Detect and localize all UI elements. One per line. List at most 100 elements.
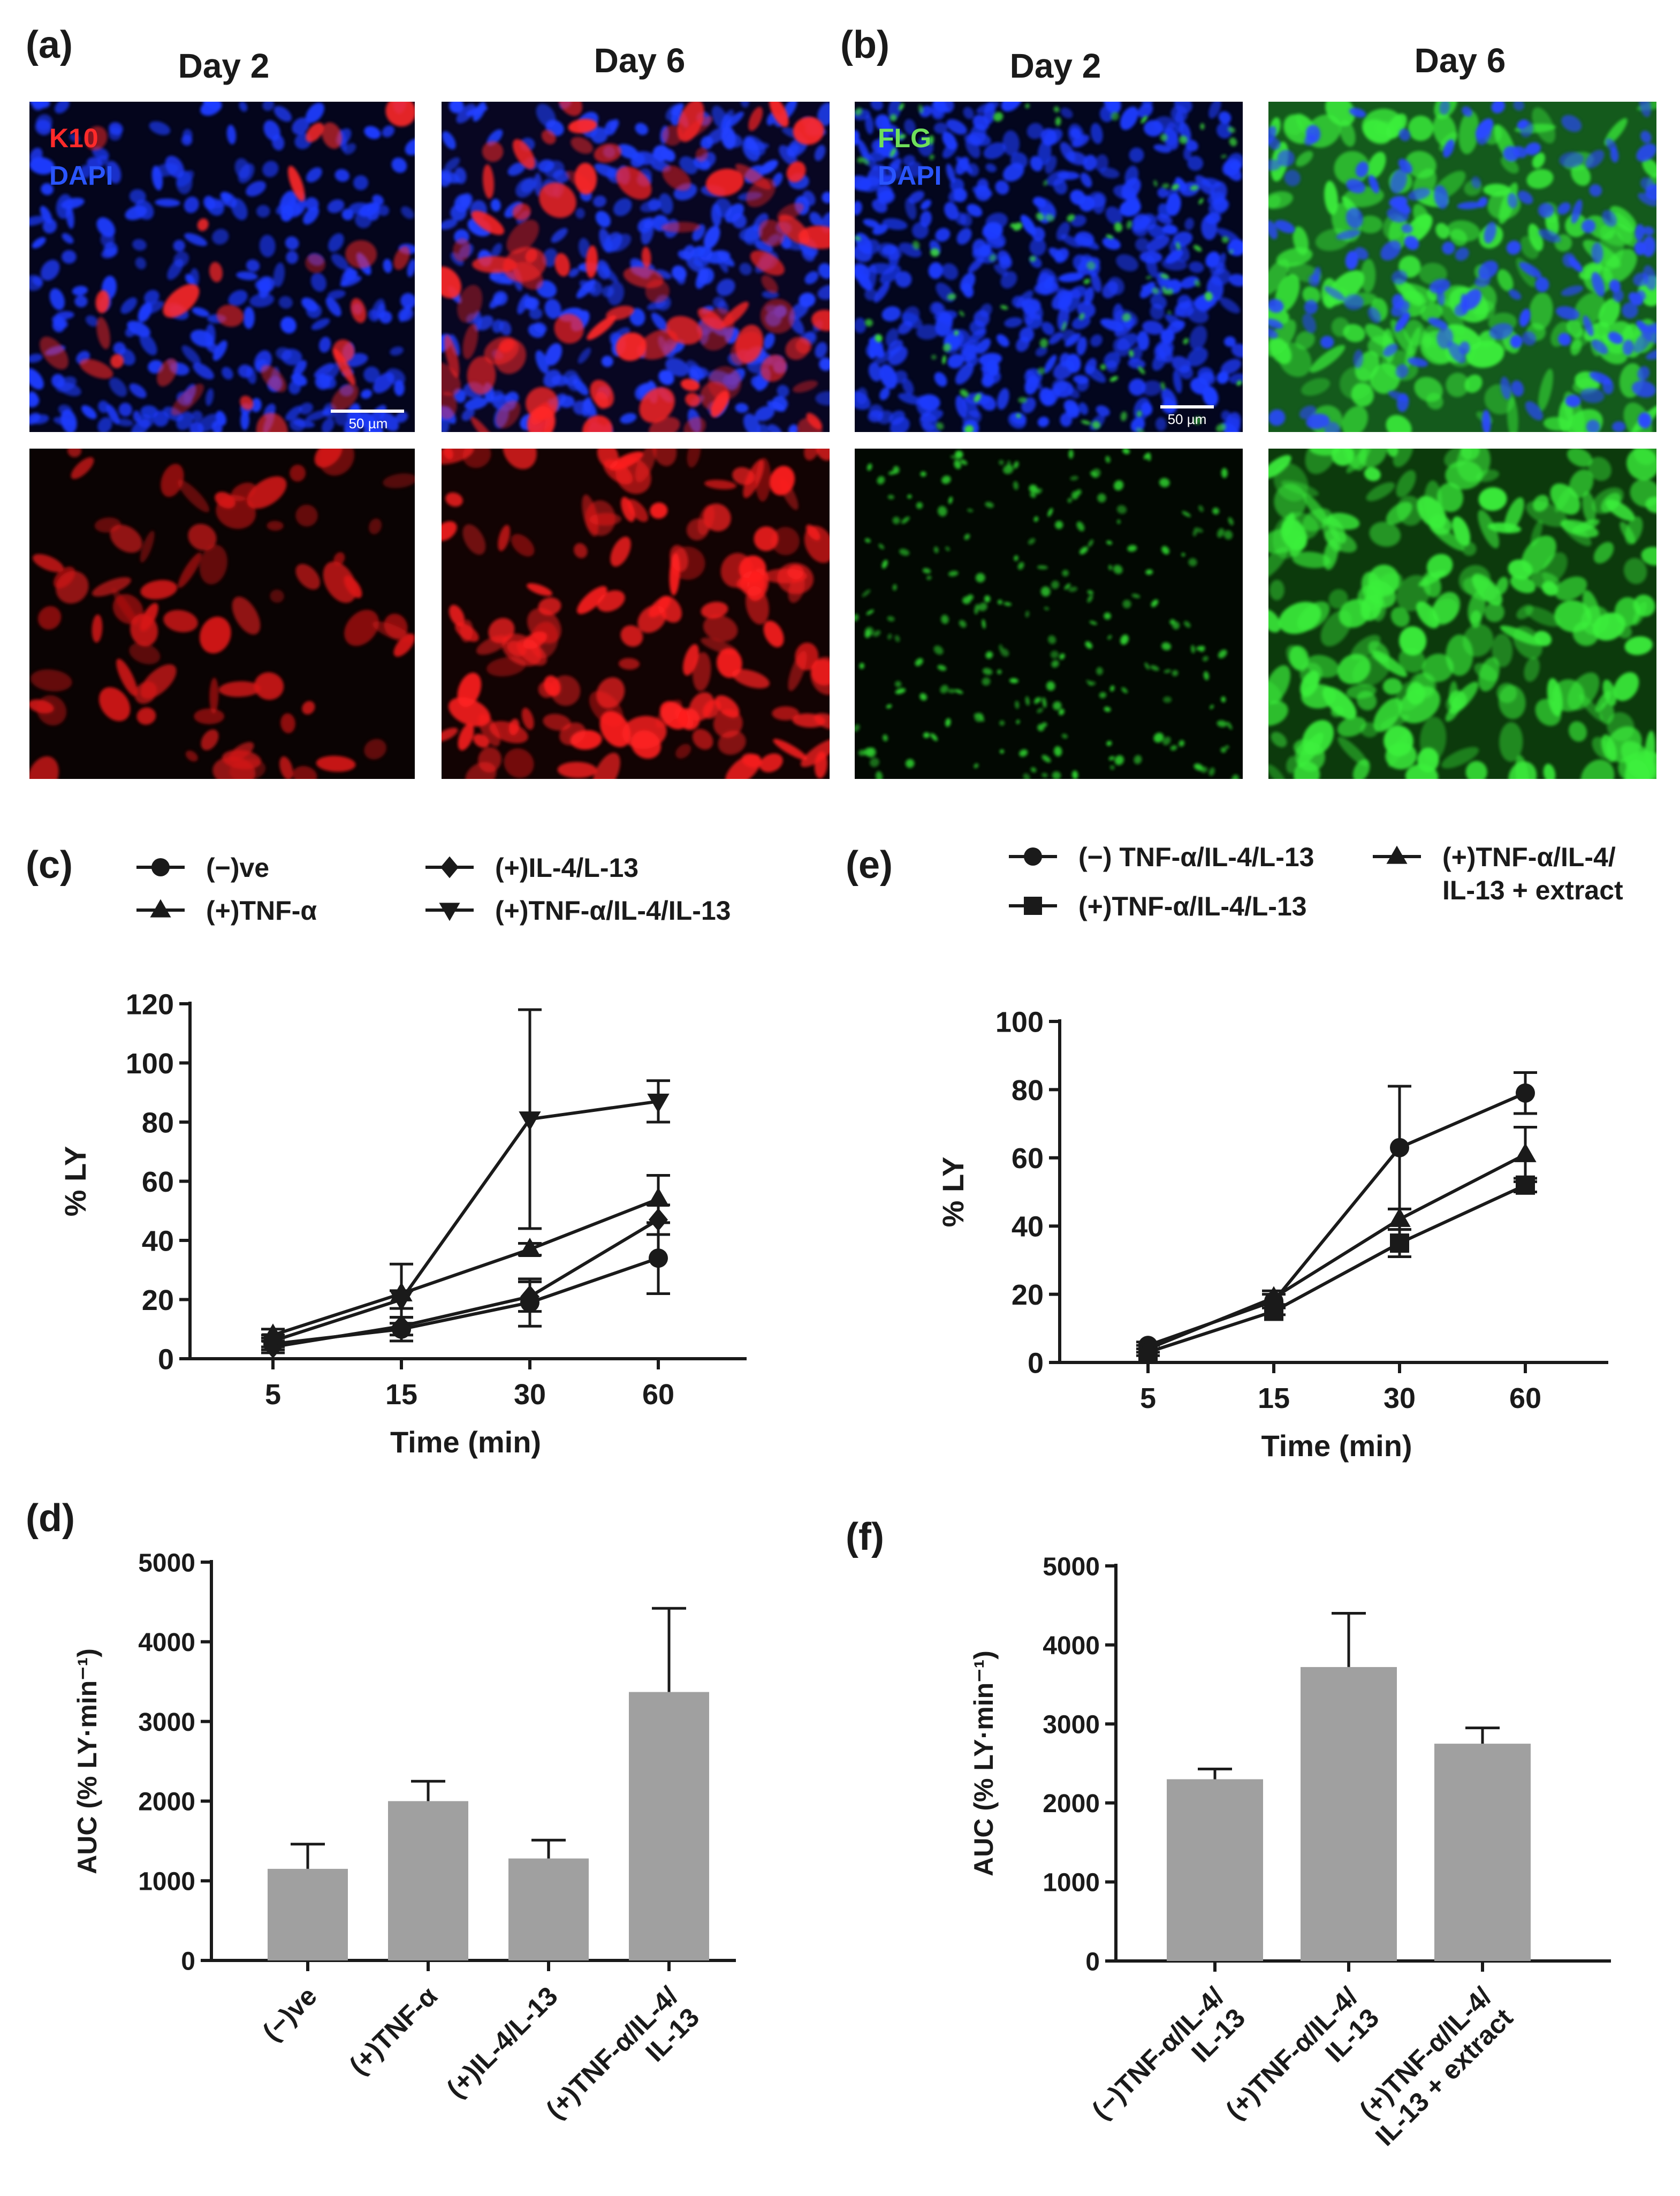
- micrograph-blob: [459, 193, 473, 208]
- micrograph-blob: [1341, 406, 1368, 432]
- micrograph-blob: [1052, 378, 1068, 393]
- micrograph-blob: [236, 271, 258, 281]
- micrograph-blob: [798, 225, 830, 249]
- micrograph-blob: [1111, 111, 1119, 121]
- micrograph-blob: [331, 383, 359, 412]
- micrograph-blob: [930, 733, 938, 741]
- micrograph-blob: [1051, 580, 1060, 589]
- micrograph-blob: [627, 499, 648, 522]
- micrograph-blob: [942, 355, 946, 365]
- micrograph-blob: [936, 422, 944, 430]
- col-title-b-day2: Day 2: [1010, 47, 1101, 85]
- micrograph-blob: [1269, 337, 1292, 365]
- micrograph-blob: [1345, 207, 1363, 229]
- micrograph-blob: [384, 614, 408, 639]
- legend-label: (+)TNF-α/IL-4/L-13: [1078, 891, 1307, 921]
- micrograph-blob: [1184, 217, 1194, 230]
- micrograph-blob: [1096, 667, 1103, 675]
- micrograph-blob: [1029, 484, 1038, 493]
- micrograph-blob: [1037, 565, 1048, 570]
- micrograph-blob: [620, 625, 643, 647]
- micrograph-blob: [1373, 698, 1402, 732]
- micrograph-blob: [1043, 388, 1061, 406]
- micrograph-blob: [181, 134, 193, 146]
- micrograph-blob: [755, 406, 775, 421]
- micrograph-blob: [32, 237, 46, 249]
- micrograph-blob: [899, 548, 910, 556]
- micrograph-blob: [942, 343, 952, 352]
- micrograph-blob: [1048, 635, 1056, 644]
- micrograph-blob: [1470, 610, 1481, 628]
- category-label: (+)TNF-α/IL-4/IL-13: [1220, 1981, 1385, 2146]
- micrograph-blob: [1580, 388, 1605, 403]
- micrograph-blob: [209, 677, 219, 714]
- micrograph-blob: [1610, 147, 1619, 163]
- micrograph-blob: [641, 246, 651, 268]
- micrograph-blob: [938, 506, 947, 517]
- micrograph-blob: [1182, 511, 1191, 517]
- micrograph-blob: [368, 309, 379, 322]
- micrograph-blob: [383, 259, 392, 273]
- micrograph-blob: [318, 336, 331, 353]
- micrograph-blob: [948, 688, 956, 693]
- y-tick-label: 20: [142, 1284, 174, 1316]
- micrograph-blob: [1511, 380, 1524, 397]
- micrograph-blob: [1526, 169, 1554, 189]
- micrograph-blob: [359, 202, 381, 217]
- micrograph-blob: [1087, 595, 1093, 603]
- micrograph-blob: [1188, 558, 1197, 566]
- micrograph-blob: [222, 367, 233, 380]
- micrograph-blob: [1620, 521, 1636, 544]
- micrograph-blob: [700, 381, 730, 411]
- micrograph-blob: [1492, 633, 1513, 668]
- micrograph-blob: [1071, 770, 1078, 779]
- micrograph-blob: [199, 544, 227, 585]
- micrograph-blob: [1349, 108, 1366, 118]
- micrograph-blob: [1400, 283, 1436, 304]
- micrograph-blob: [1457, 201, 1483, 209]
- micrograph-blob: [1640, 324, 1656, 344]
- micrograph-blob: [1200, 123, 1205, 130]
- micrograph-blob: [862, 589, 871, 597]
- micrograph-blob: [1121, 178, 1141, 200]
- micrograph-blob: [256, 413, 288, 432]
- micrograph-b-day6-marker: [1268, 449, 1656, 779]
- micrograph-blob: [1646, 349, 1656, 360]
- micrograph-blob: [1039, 338, 1048, 348]
- micrograph-blob: [498, 525, 511, 551]
- micrograph-blob: [1181, 552, 1185, 557]
- micrograph-blob: [1450, 229, 1468, 246]
- micrograph-blob: [456, 103, 476, 124]
- micrograph-blob: [1057, 293, 1073, 311]
- micrograph-blob: [292, 117, 310, 135]
- micrograph-blob: [1496, 577, 1508, 595]
- micrograph-blob: [490, 199, 501, 212]
- micrograph-blob: [942, 141, 958, 158]
- micrograph-blob: [1508, 761, 1537, 779]
- scale-bar-label-b: 50 µm: [1168, 411, 1207, 427]
- micrograph-blob: [1083, 278, 1090, 284]
- legend-marker: [1024, 897, 1042, 915]
- micrograph-blob: [1305, 449, 1337, 474]
- micrograph-blob: [1198, 505, 1204, 512]
- micrograph-blob: [457, 672, 482, 707]
- micrograph-blob: [1301, 378, 1331, 396]
- micrograph-blob: [1042, 773, 1048, 778]
- micrograph-blob: [1141, 380, 1162, 396]
- micrograph-blob: [344, 420, 360, 432]
- micrograph-blob: [1398, 647, 1426, 673]
- micrograph-blob: [192, 410, 203, 422]
- micrograph-blob: [743, 413, 761, 432]
- panel-e-line-chart: (e) (−) TNF-α/IL-4/L-13 (+)TNF-α/IL-4/L-13…: [846, 842, 1623, 1463]
- micrograph-blob: [507, 641, 527, 657]
- micrograph-blob: [650, 502, 668, 519]
- micrograph-blob: [1192, 529, 1197, 536]
- micrograph-blob: [1194, 245, 1202, 252]
- micrograph-blob: [1217, 122, 1232, 139]
- legend-marker: [440, 856, 459, 879]
- micrograph-blob: [1500, 625, 1542, 646]
- micrograph-blob: [149, 121, 171, 135]
- micrograph-blob: [655, 699, 682, 729]
- data-point: [520, 1285, 539, 1308]
- micrograph-blob: [1160, 274, 1169, 279]
